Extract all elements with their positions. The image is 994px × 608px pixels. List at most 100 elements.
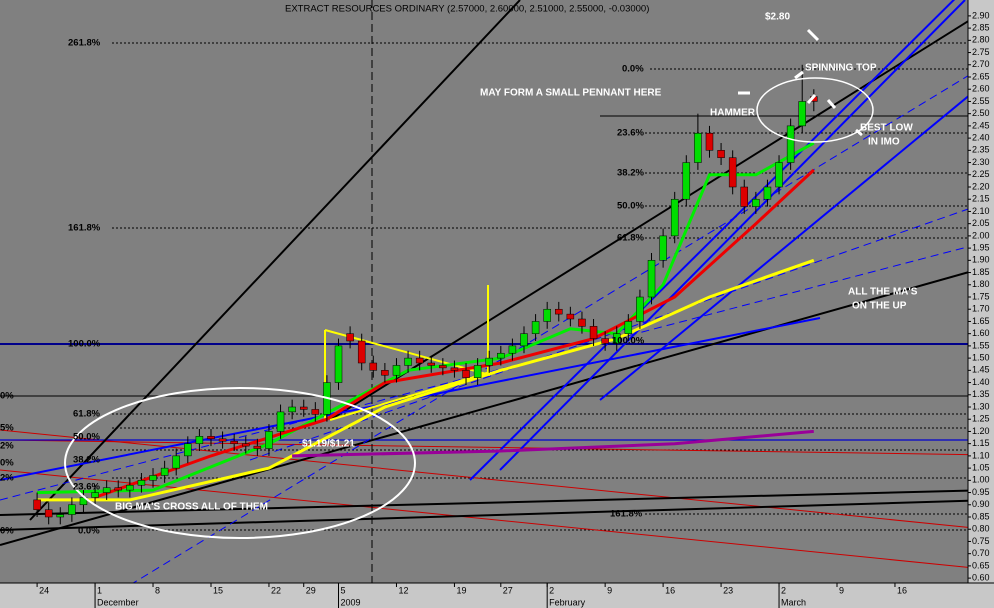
y-tick-label: 1.75 (972, 291, 990, 301)
y-tick-label: 1.10 (972, 450, 990, 460)
candle-body (195, 436, 204, 444)
trend-line-blue (499, 0, 966, 471)
candle-body (149, 475, 157, 481)
candle-body (578, 318, 586, 327)
moving-average (292, 429, 814, 458)
y-tick-label: 2.85 (972, 22, 990, 32)
trend-line-blue (599, 95, 968, 401)
arrow (806, 94, 817, 104)
trend-line-red (0, 439, 968, 456)
month-label: March (781, 597, 806, 607)
candle-body (497, 352, 505, 359)
x-tick-label: 29 (306, 585, 316, 595)
candle-body (33, 499, 41, 510)
annotation: MAY FORM A SMALL PENNANT HERE (480, 88, 662, 99)
annotation: 2% (0, 473, 14, 484)
y-tick-label: 1.05 (972, 462, 990, 472)
y-tick-label: 1.40 (972, 377, 990, 387)
candle-body (717, 150, 725, 158)
annotation: 0.0% (78, 526, 100, 537)
trend-line-black (0, 499, 968, 531)
candle-body (299, 406, 308, 410)
candle-body (276, 411, 285, 432)
y-tick-label: 1.95 (972, 242, 990, 252)
moving-average (37, 141, 815, 495)
candle-body (659, 235, 667, 261)
y-tick-label: 0.80 (972, 524, 990, 534)
annotation: 38.2% (73, 455, 100, 466)
y-tick-label: 0.65 (972, 560, 990, 570)
annotation: 161.8% (68, 223, 101, 234)
arrow (826, 99, 837, 109)
candle-body (462, 370, 470, 378)
annotation: 5% (0, 423, 14, 434)
y-tick-label: 0.60 (972, 572, 990, 582)
candle-body (798, 101, 806, 127)
candle-body (752, 198, 760, 207)
annotation: HAMMER (710, 108, 756, 119)
y-tick-label: 1.65 (972, 316, 990, 326)
candle-body (381, 370, 389, 376)
candle-body (508, 345, 517, 354)
x-tick-label: 15 (213, 585, 223, 595)
y-tick-label: 0.85 (972, 511, 990, 521)
x-tick-label: 24 (39, 585, 49, 595)
y-tick-label: 1.25 (972, 414, 990, 424)
candle-body (114, 487, 122, 491)
candle-body (775, 162, 783, 188)
annotation: 0% (0, 458, 14, 469)
y-tick-label: 0.75 (972, 536, 990, 546)
candle-body (56, 514, 65, 518)
annotation: BEST LOW (860, 123, 913, 134)
x-tick-label: 22 (271, 585, 281, 595)
y-tick-label: 0.95 (972, 487, 990, 497)
candle-body (311, 409, 320, 415)
x-tick-label: 2 (781, 585, 786, 595)
candle-body (763, 186, 772, 200)
candle-body (555, 308, 563, 315)
x-tick-label: 23 (723, 585, 733, 595)
x-tick-label: 2 (549, 585, 554, 595)
candle-body (242, 443, 250, 447)
candle-body (334, 345, 343, 383)
candle-body (485, 357, 493, 366)
x-axis-area (0, 583, 994, 608)
annotation: ALL THE MA'S (848, 287, 918, 298)
annotation: 38.2% (617, 168, 644, 179)
annotation: 100.0% (68, 339, 101, 350)
annotation: 0% (0, 526, 14, 537)
candle-body (531, 321, 540, 334)
y-tick-label: 2.60 (972, 84, 990, 94)
y-tick-label: 1.00 (972, 475, 990, 485)
candle-body (288, 406, 296, 413)
y-tick-label: 1.20 (972, 426, 990, 436)
y-tick-label: 1.15 (972, 438, 990, 448)
chart-title: EXTRACT RESOURCES ORDINARY (2.57000, 2.6… (285, 4, 649, 15)
y-tick-label: 1.30 (972, 401, 990, 411)
trend-line-black (0, 489, 968, 516)
trend-line-black (0, 271, 968, 546)
x-tick-label: 1 (97, 585, 102, 595)
y-tick-label: 1.70 (972, 304, 990, 314)
annotation: 50.0% (73, 432, 100, 443)
candle-body (207, 436, 215, 440)
annotation: 2% (0, 441, 14, 452)
annotation: 50.0% (617, 201, 644, 212)
candle-body (670, 198, 679, 237)
candle-body (473, 365, 482, 378)
y-tick-label: 2.70 (972, 59, 990, 69)
x-tick-label: 16 (665, 585, 675, 595)
y-tick-label: 2.50 (972, 108, 990, 118)
candle-body (612, 333, 621, 344)
candle-body (218, 438, 227, 442)
y-tick-label: 1.85 (972, 267, 990, 277)
y-tick-label: 2.65 (972, 71, 990, 81)
candle-body (427, 362, 436, 366)
annotation: ON THE UP (852, 301, 907, 312)
annotation: 100.0% (612, 336, 645, 347)
candle-body (172, 455, 180, 469)
moving-average (37, 258, 815, 502)
trend-line-red (0, 469, 968, 568)
